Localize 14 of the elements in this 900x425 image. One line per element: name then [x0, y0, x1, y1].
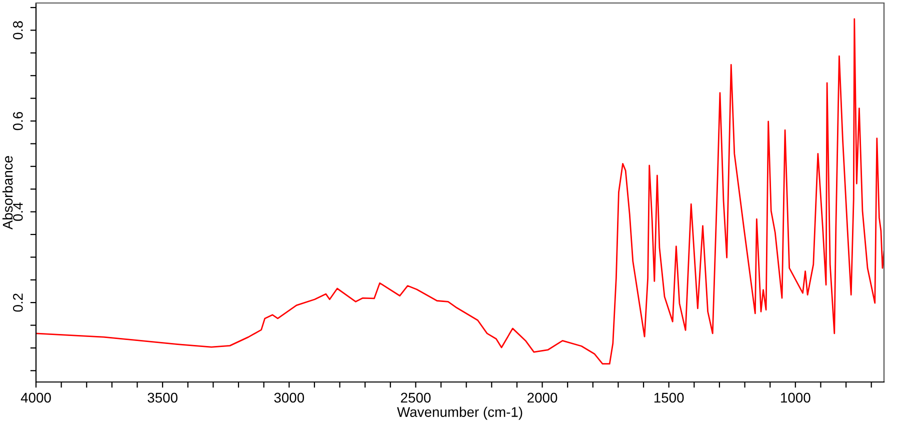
y-tick-label: 0.8 [13, 21, 23, 40]
x-tick-label: 1500 [654, 392, 684, 403]
line-series [36, 18, 884, 365]
x-tick-label: 3500 [148, 392, 178, 403]
x-tick-label: 1000 [781, 392, 810, 403]
x-axis-title: Wavenumber (cm-1) [397, 406, 522, 420]
y-tick-label: 0.6 [13, 112, 23, 130]
x-tick-label: 2500 [400, 392, 431, 403]
x-tick-label: 2000 [528, 392, 558, 403]
y-axis-title: Absorbance [2, 156, 13, 230]
x-tick-label: 3000 [274, 392, 304, 403]
y-tick-label: 0.4 [13, 202, 23, 221]
x-tick-label: 4000 [20, 392, 51, 403]
y-tick-label: 0.2 [13, 294, 23, 312]
